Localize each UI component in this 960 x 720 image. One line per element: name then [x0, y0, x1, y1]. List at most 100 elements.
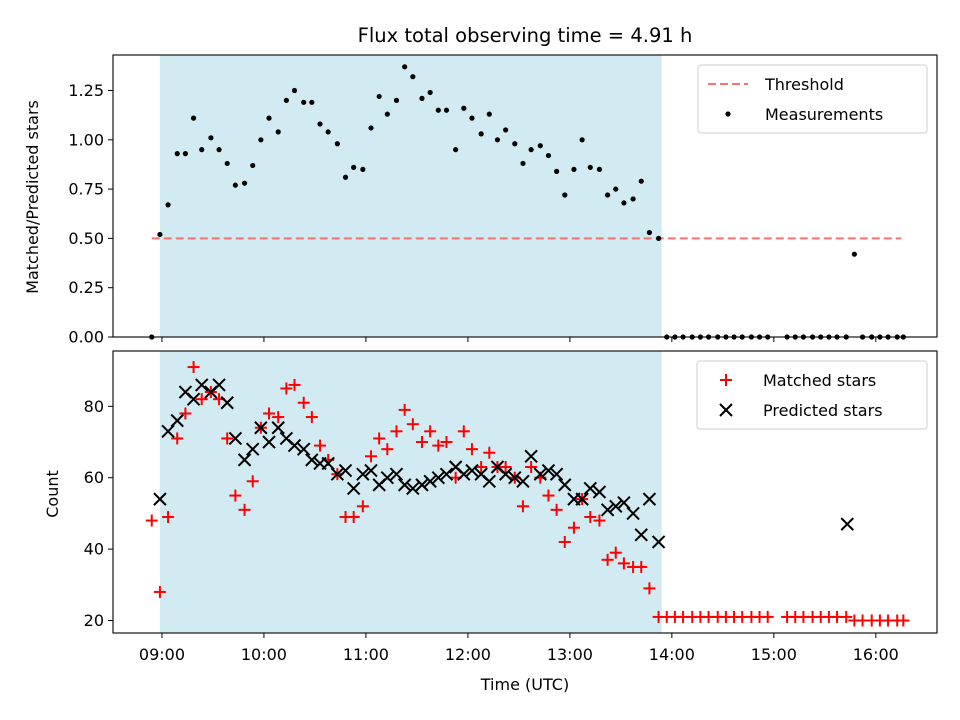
measurement-point — [241, 180, 248, 186]
matched-star-point — [347, 510, 360, 523]
x-axis-label: Time (UTC) — [480, 675, 569, 694]
predicted-star-point — [287, 438, 302, 453]
predicted-star-point — [271, 421, 285, 435]
matched-stars-points — [145, 361, 910, 627]
matched-star-point — [483, 446, 496, 459]
measurement-point — [554, 168, 560, 174]
matched-star-point — [525, 461, 538, 474]
top-legend-box — [697, 64, 928, 134]
top-panel: 0.00 0.25 0.50 0.75 1.00 1.25 Matched/Predict… — [23, 54, 938, 347]
matched-star-point — [246, 475, 259, 488]
measurement-point — [605, 192, 611, 198]
bottom-legend: Matched stars Predicted stars — [696, 360, 928, 430]
matched-star-point — [280, 382, 293, 395]
top-y-axis-label: Matched/Predicted stars — [23, 100, 42, 294]
predicted-star-point — [262, 435, 276, 449]
predicted-star-point — [296, 442, 311, 456]
legend-predicted-swatch — [719, 403, 733, 417]
predicted-star-point — [186, 392, 201, 406]
matched-star-point — [897, 614, 910, 627]
x-tick-label: 15:00 — [751, 645, 797, 664]
measurement-point — [646, 229, 653, 236]
top-axes-frame — [112, 54, 938, 338]
bottom-panel: 20 40 60 80 09:00 10:00 11:00 12:00 13:00 14:00 1… — [43, 350, 938, 694]
measurement-point — [443, 107, 450, 113]
legend-threshold-label: Threshold — [764, 75, 844, 94]
y-tick-label: 0.25 — [68, 278, 104, 297]
matched-star-point — [457, 425, 470, 438]
measurement-point — [258, 137, 264, 143]
predicted-stars-points — [153, 378, 854, 549]
measurement-point — [157, 231, 163, 238]
x-tick-label: 09:00 — [139, 645, 185, 664]
measurement-point — [360, 166, 366, 172]
measurement-point — [384, 111, 390, 117]
measurement-point — [216, 147, 222, 153]
measurement-point — [851, 251, 857, 257]
measurement-point — [435, 107, 441, 113]
predicted-star-point — [626, 506, 640, 521]
matched-star-point — [840, 610, 853, 623]
measurement-point — [309, 99, 315, 105]
measurement-point — [291, 87, 298, 94]
predicted-star-point — [338, 463, 353, 478]
x-tick-label: 12:00 — [445, 645, 491, 664]
matched-star-point — [643, 582, 656, 595]
y-tick-label: 0.75 — [68, 180, 104, 199]
predicted-star-point — [465, 463, 479, 478]
predicted-star-point — [651, 535, 666, 549]
matched-star-point — [356, 500, 369, 513]
predicted-star-point — [575, 492, 589, 506]
matched-star-point — [365, 450, 378, 463]
predicted-star-point — [220, 396, 234, 410]
predicted-star-point — [583, 481, 597, 496]
matched-star-point — [440, 436, 453, 449]
observing-window-span-bottom — [159, 351, 662, 633]
predicted-star-point — [161, 424, 175, 439]
matched-star-point — [398, 403, 411, 416]
measurement-point — [224, 160, 230, 167]
matched-star-point — [465, 443, 478, 456]
predicted-star-point — [305, 453, 319, 467]
top-legend: Threshold Measurements — [697, 64, 928, 134]
predicted-star-point — [356, 467, 370, 481]
measurement-point — [528, 147, 534, 153]
matched-star-point — [187, 361, 200, 374]
matched-star-point — [558, 535, 571, 548]
measurement-point — [351, 164, 357, 171]
measurement-point — [545, 152, 552, 159]
measurement-point — [317, 121, 323, 127]
matched-star-point — [381, 443, 394, 456]
measurement-point — [250, 162, 256, 169]
y-tick-label: 40 — [84, 540, 104, 559]
measurement-point — [376, 93, 382, 100]
predicted-star-point — [415, 478, 429, 492]
matched-star-point — [593, 514, 606, 527]
predicted-star-point — [397, 478, 412, 492]
predicted-star-point — [380, 471, 395, 485]
predicted-star-point — [389, 467, 404, 481]
bottom-x-ticks: 09:00 10:00 11:00 12:00 13:00 14:00 15:00 16:00 — [139, 633, 899, 664]
predicted-star-point — [321, 456, 335, 471]
matched-star-point — [390, 425, 403, 438]
y-tick-label: 80 — [84, 397, 104, 416]
measurement-point — [571, 166, 577, 172]
measurement-point — [453, 147, 459, 153]
matched-star-point — [171, 432, 184, 445]
measurement-point — [165, 202, 171, 208]
predicted-star-point — [840, 517, 854, 531]
y-tick-label: 1.25 — [68, 81, 104, 100]
matched-star-point — [609, 546, 622, 559]
matched-star-point — [373, 432, 386, 445]
predicted-star-point — [600, 503, 615, 517]
predicted-star-point — [330, 467, 345, 481]
measurement-point — [275, 129, 281, 135]
matched-star-point — [162, 510, 175, 523]
chart-title: Flux total observing time = 4.91 h — [358, 24, 693, 47]
matched-star-point — [314, 439, 327, 452]
top-y-ticks: 0.00 0.25 0.50 0.75 1.00 1.25 — [68, 81, 113, 347]
measurement-point — [630, 196, 636, 202]
bottom-y-ticks: 20 40 60 80 — [84, 397, 113, 630]
matched-star-point — [145, 514, 158, 527]
measurement-point — [174, 151, 180, 157]
